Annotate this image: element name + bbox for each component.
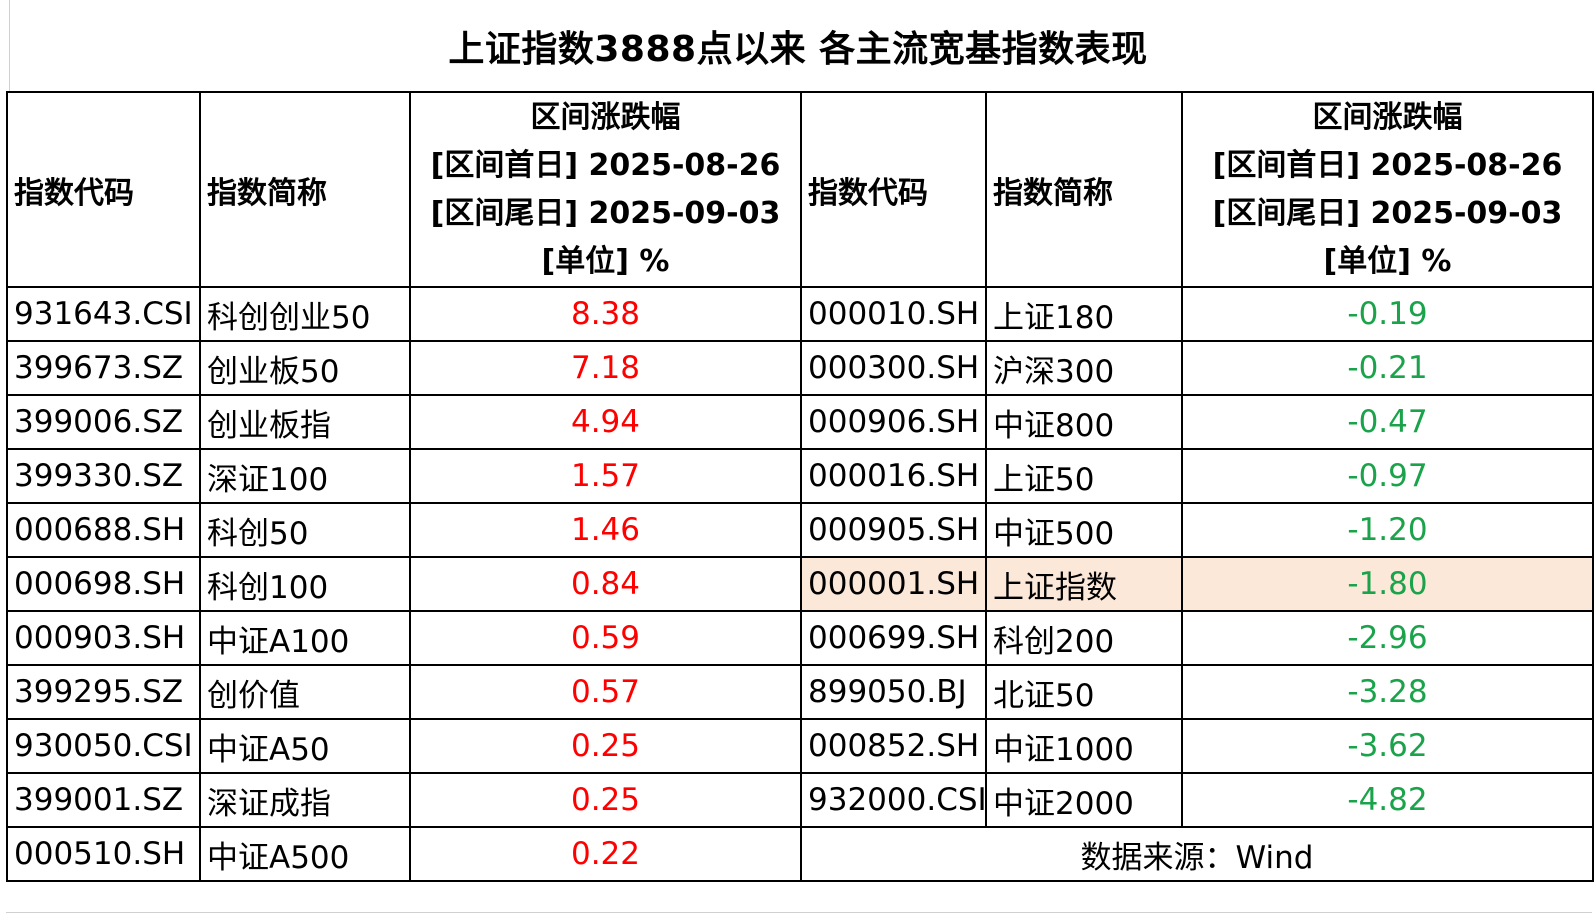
header-period-line4: [单位] % xyxy=(541,243,670,279)
left-code: 000688.SH xyxy=(6,502,201,558)
left-value: 0.25 xyxy=(409,718,802,774)
left-code: 399295.SZ xyxy=(6,664,201,720)
left-code: 399330.SZ xyxy=(6,448,201,504)
right-name: 中证800 xyxy=(985,394,1183,450)
header-name-right: 指数简称 xyxy=(985,91,1183,288)
right-value: -0.19 xyxy=(1181,286,1594,342)
header-period-line3: [区间尾日] 2025-09-03 xyxy=(1212,195,1563,231)
right-name: 上证50 xyxy=(985,448,1183,504)
right-value-highlighted: -1.80 xyxy=(1181,556,1594,612)
table-row: 399673.SZ 创业板50 7.18 000300.SH 沪深300 -0.… xyxy=(6,340,1594,396)
right-value: -0.97 xyxy=(1181,448,1594,504)
right-code: 000699.SH xyxy=(800,610,987,666)
right-code: 000906.SH xyxy=(800,394,987,450)
header-name-left: 指数简称 xyxy=(199,91,411,288)
table-row: 930050.CSI 中证A50 0.25 000852.SH 中证1000 -… xyxy=(6,718,1594,774)
left-edge-rule xyxy=(9,0,10,92)
table-row: 000510.SH 中证A500 0.22 数据来源：Wind xyxy=(6,826,1594,882)
left-name: 科创50 xyxy=(199,502,411,558)
header-period-line2: [区间首日] 2025-08-26 xyxy=(1212,147,1563,183)
table-row: 000688.SH 科创50 1.46 000905.SH 中证500 -1.2… xyxy=(6,502,1594,558)
left-code: 399673.SZ xyxy=(6,340,201,396)
header-code-right: 指数代码 xyxy=(800,91,987,288)
right-name: 中证500 xyxy=(985,502,1183,558)
left-value: 0.22 xyxy=(409,826,802,882)
left-name: 深证成指 xyxy=(199,772,411,828)
header-period-left: 区间涨跌幅 [区间首日] 2025-08-26 [区间尾日] 2025-09-0… xyxy=(409,91,802,288)
header-code-left: 指数代码 xyxy=(6,91,201,288)
right-value: -0.47 xyxy=(1181,394,1594,450)
left-name: 深证100 xyxy=(199,448,411,504)
left-value: 7.18 xyxy=(409,340,802,396)
table-row: 399330.SZ 深证100 1.57 000016.SH 上证50 -0.9… xyxy=(6,448,1594,504)
header-period-line4: [单位] % xyxy=(1323,243,1452,279)
right-value: -2.96 xyxy=(1181,610,1594,666)
right-name: 北证50 xyxy=(985,664,1183,720)
left-value: 0.59 xyxy=(409,610,802,666)
left-value: 0.25 xyxy=(409,772,802,828)
table-row: 399006.SZ 创业板指 4.94 000906.SH 中证800 -0.4… xyxy=(6,394,1594,450)
data-source-note: 数据来源：Wind xyxy=(800,826,1594,882)
table-title: 上证指数3888点以来 各主流宽基指数表现 xyxy=(448,29,1148,70)
right-name: 沪深300 xyxy=(985,340,1183,396)
right-value: -1.20 xyxy=(1181,502,1594,558)
left-value: 4.94 xyxy=(409,394,802,450)
right-code: 000852.SH xyxy=(800,718,987,774)
right-code: 000016.SH xyxy=(800,448,987,504)
right-name: 中证1000 xyxy=(985,718,1183,774)
right-code: 899050.BJ xyxy=(800,664,987,720)
left-name: 中证A50 xyxy=(199,718,411,774)
table-row: 399295.SZ 创价值 0.57 899050.BJ 北证50 -3.28 xyxy=(6,664,1594,720)
right-value: -0.21 xyxy=(1181,340,1594,396)
table-row: 000698.SH 科创100 0.84 000001.SH 上证指数 -1.8… xyxy=(6,556,1594,612)
left-name: 创价值 xyxy=(199,664,411,720)
left-value: 8.38 xyxy=(409,286,802,342)
left-name: 中证A100 xyxy=(199,610,411,666)
left-value: 1.57 xyxy=(409,448,802,504)
left-code: 000510.SH xyxy=(6,826,201,882)
right-name-highlighted: 上证指数 xyxy=(985,556,1183,612)
right-value: -3.28 xyxy=(1181,664,1594,720)
left-code: 399001.SZ xyxy=(6,772,201,828)
performance-table: 指数代码 指数简称 区间涨跌幅 [区间首日] 2025-08-26 [区间尾日]… xyxy=(6,91,1594,882)
left-code: 399006.SZ xyxy=(6,394,201,450)
left-name: 创业板指 xyxy=(199,394,411,450)
header-period-line1: 区间涨跌幅 xyxy=(1312,99,1463,135)
right-name: 中证2000 xyxy=(985,772,1183,828)
right-name: 科创200 xyxy=(985,610,1183,666)
left-value: 1.46 xyxy=(409,502,802,558)
table-row: 931643.CSI 科创创业50 8.38 000010.SH 上证180 -… xyxy=(6,286,1594,342)
left-code: 000903.SH xyxy=(6,610,201,666)
left-name: 创业板50 xyxy=(199,340,411,396)
bottom-rule xyxy=(6,912,1592,913)
right-value: -3.62 xyxy=(1181,718,1594,774)
left-code: 930050.CSI xyxy=(6,718,201,774)
right-name: 上证180 xyxy=(985,286,1183,342)
right-code: 932000.CSI xyxy=(800,772,987,828)
right-code: 000905.SH xyxy=(800,502,987,558)
right-code: 000010.SH xyxy=(800,286,987,342)
left-name: 科创创业50 xyxy=(199,286,411,342)
left-code: 000698.SH xyxy=(6,556,201,612)
left-value: 0.57 xyxy=(409,664,802,720)
left-code: 931643.CSI xyxy=(6,286,201,342)
table-row: 000903.SH 中证A100 0.59 000699.SH 科创200 -2… xyxy=(6,610,1594,666)
header-period-right: 区间涨跌幅 [区间首日] 2025-08-26 [区间尾日] 2025-09-0… xyxy=(1181,91,1594,288)
header-period-line1: 区间涨跌幅 xyxy=(530,99,681,135)
header-period-line3: [区间尾日] 2025-09-03 xyxy=(430,195,781,231)
left-name: 科创100 xyxy=(199,556,411,612)
header-row: 指数代码 指数简称 区间涨跌幅 [区间首日] 2025-08-26 [区间尾日]… xyxy=(6,91,1594,288)
left-value: 0.84 xyxy=(409,556,802,612)
table-row: 399001.SZ 深证成指 0.25 932000.CSI 中证2000 -4… xyxy=(6,772,1594,828)
right-value: -4.82 xyxy=(1181,772,1594,828)
left-name: 中证A500 xyxy=(199,826,411,882)
right-code-highlighted: 000001.SH xyxy=(800,556,987,612)
header-period-line2: [区间首日] 2025-08-26 xyxy=(430,147,781,183)
right-code: 000300.SH xyxy=(800,340,987,396)
